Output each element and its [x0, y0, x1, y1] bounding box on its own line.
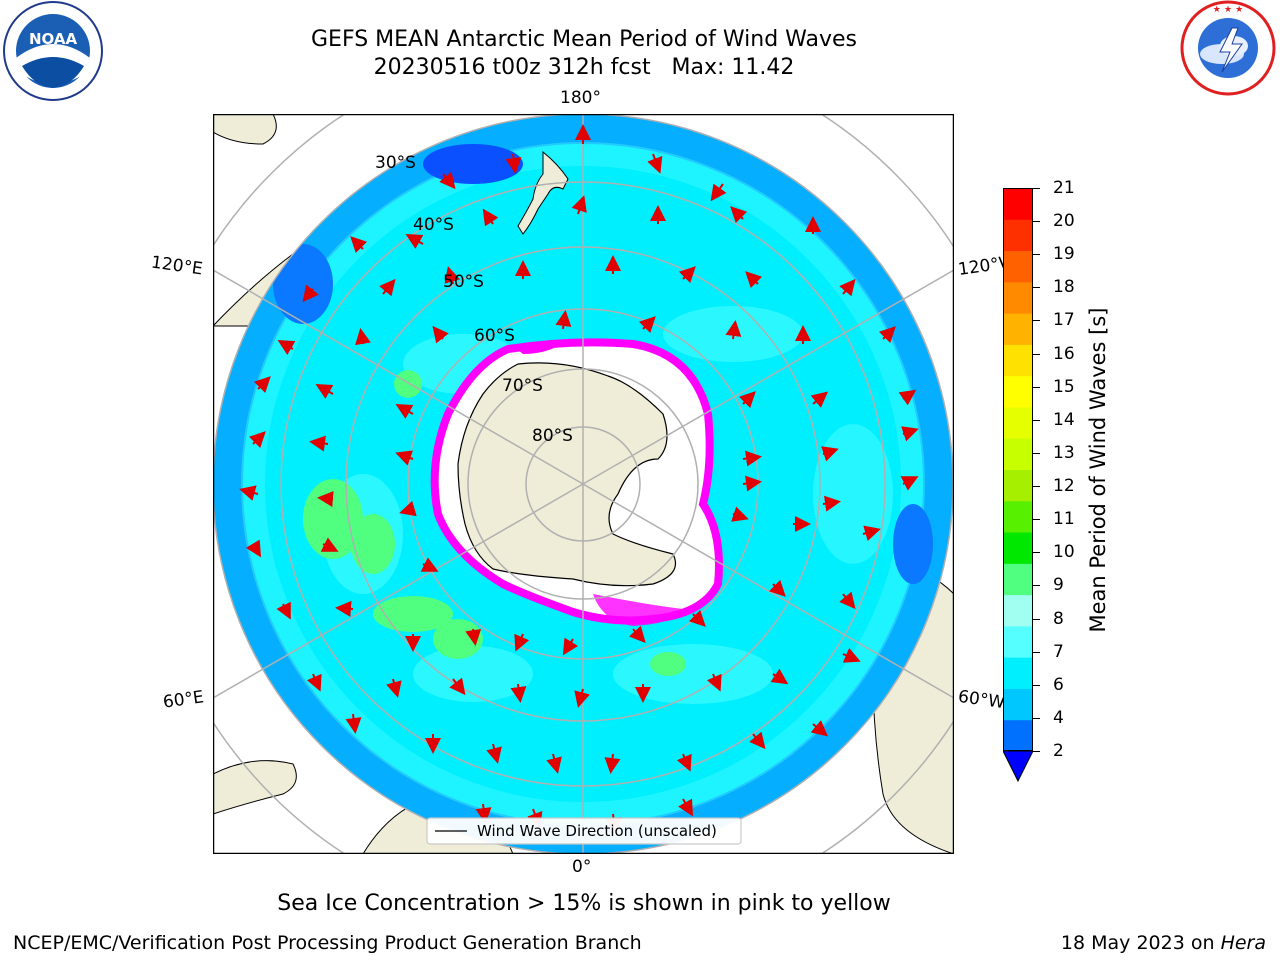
- colorbar-tick-mark: [1033, 486, 1040, 488]
- colorbar-tick-label: 21: [1053, 178, 1075, 198]
- colorbar-segment: [1003, 344, 1033, 377]
- colorbar-segment: [1003, 500, 1033, 533]
- credit-right: 18 May 2023 on Hera: [1060, 932, 1266, 954]
- map-title: GEFS MEAN Antarctic Mean Period of Wind …: [311, 27, 857, 52]
- colorbar-tick-mark: [1033, 585, 1040, 587]
- lon-label-120e: 120°E: [149, 252, 204, 280]
- noaa-logo: NOAA: [3, 1, 103, 101]
- lon-label-60w: 60°W: [956, 686, 1007, 714]
- colorbar-segment: [1003, 532, 1033, 564]
- colorbar-segment: [1003, 563, 1033, 596]
- colorbar-tick-label: 20: [1053, 211, 1075, 232]
- colorbar-tick-label: 15: [1053, 376, 1075, 397]
- colorbar-tick-label: 2: [1053, 741, 1064, 761]
- colorbar-tick-mark: [1033, 254, 1040, 256]
- colorbar-tick-mark: [1033, 717, 1040, 719]
- colorbar-tick-label: 14: [1053, 409, 1075, 430]
- colorbar-tick-mark: [1033, 651, 1040, 653]
- colorbar-tick-label: 12: [1053, 476, 1075, 497]
- colorbar-tick-mark: [1033, 287, 1040, 289]
- lat-label-60s: 60°S: [474, 326, 515, 346]
- colorbar-tick-mark: [1033, 519, 1040, 521]
- colorbar-tick-label: 17: [1053, 310, 1075, 331]
- lon-label-0: 0°: [572, 857, 592, 877]
- nws-logo: ★ ★ ★: [1180, 0, 1276, 96]
- colorbar: [1003, 188, 1033, 783]
- lon-label-180: 180°: [560, 88, 601, 108]
- colorbar-tick-mark: [1033, 188, 1040, 189]
- colorbar-tick-label: 10: [1053, 542, 1075, 563]
- new-zealand-land: [517, 150, 569, 235]
- lat-label-70s: 70°S: [502, 376, 543, 396]
- colorbar-segment: [1003, 625, 1033, 658]
- colorbar-tick-label: 9: [1053, 575, 1064, 596]
- colorbar-tick-label: 4: [1053, 707, 1064, 728]
- colorbar-tick-label: 7: [1053, 641, 1064, 662]
- colorbar-tick-mark: [1033, 419, 1040, 421]
- colorbar-segment: [1003, 594, 1033, 627]
- colorbar-segment: [1003, 688, 1033, 721]
- colorbar-tick-label: 19: [1053, 244, 1075, 265]
- colorbar-segment: [1003, 313, 1033, 345]
- colorbar-tick-label: 16: [1053, 343, 1075, 364]
- australia-land: [213, 114, 277, 145]
- colorbar-tick-mark: [1033, 552, 1040, 554]
- noaa-logo-text: NOAA: [29, 30, 78, 48]
- colorbar-segment: [1003, 250, 1033, 283]
- colorbar-tick-mark: [1033, 452, 1040, 454]
- colorbar-segment: [1003, 188, 1033, 220]
- colorbar-tick-mark: [1033, 751, 1040, 752]
- sea-ice-note: Sea Ice Concentration > 15% is shown in …: [277, 891, 891, 916]
- colorbar-extend-arrow: [1003, 750, 1033, 783]
- colorbar-segment: [1003, 657, 1033, 689]
- colorbar-label: Mean Period of Wind Waves [s]: [1086, 307, 1110, 633]
- colorbar-segment: [1003, 375, 1033, 408]
- colorbar-tick-label: 6: [1053, 674, 1064, 695]
- credit-left: NCEP/EMC/Verification Post Processing Pr…: [13, 932, 642, 954]
- host-name: Hera: [1220, 932, 1266, 954]
- colorbar-segment: [1003, 219, 1033, 252]
- polar-map: Wind Wave Direction (unscaled) 30°S 40°S…: [213, 114, 954, 854]
- colorbar-segment: [1003, 469, 1033, 502]
- colorbar-segment: [1003, 438, 1033, 470]
- colorbar-segment: [1003, 406, 1033, 439]
- colorbar-tick-label: 13: [1053, 442, 1075, 463]
- colorbar-tick-mark: [1033, 353, 1040, 355]
- colorbar-tick-mark: [1033, 684, 1040, 686]
- colorbar-tick-label: 8: [1053, 608, 1064, 629]
- colorbar-tick-mark: [1033, 221, 1040, 223]
- colorbar-tick-mark: [1033, 618, 1040, 620]
- lat-label-50s: 50°S: [443, 272, 484, 292]
- lat-label-30s: 30°S: [375, 153, 416, 173]
- colorbar-segment: [1003, 281, 1033, 314]
- svg-text:★ ★ ★: ★ ★ ★: [1213, 5, 1243, 15]
- colorbar-tick-label: 11: [1053, 509, 1075, 530]
- colorbar-tick-mark: [1033, 386, 1040, 388]
- colorbar-segment: [1003, 719, 1033, 752]
- lat-label-80s: 80°S: [532, 426, 573, 446]
- lon-label-60e: 60°E: [161, 687, 206, 713]
- colorbar-tick-label: 18: [1053, 277, 1075, 298]
- map-subtitle: 20230516 t00z 312h fcst Max: 11.42: [373, 55, 795, 80]
- colorbar-tick-mark: [1033, 320, 1040, 322]
- africa-land: [213, 760, 297, 815]
- map-legend-label: Wind Wave Direction (unscaled): [477, 822, 717, 840]
- lat-label-40s: 40°S: [413, 215, 454, 235]
